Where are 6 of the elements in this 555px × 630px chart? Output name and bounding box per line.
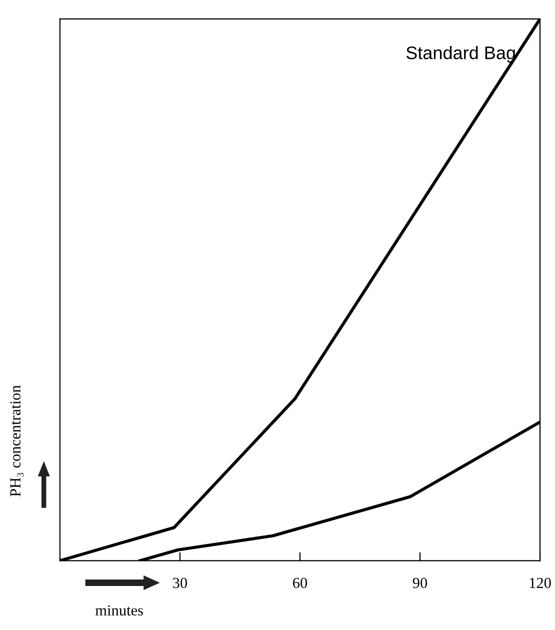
x-tick-label: 90 — [412, 578, 428, 588]
x-tick-label: 120 — [530, 578, 551, 588]
y-axis-title: PH₃ concentration — [10, 385, 24, 496]
x-tick-label: 30 — [173, 578, 188, 588]
x-tick-label: 60 — [292, 578, 308, 588]
x-axis-title: minutes — [95, 605, 143, 616]
